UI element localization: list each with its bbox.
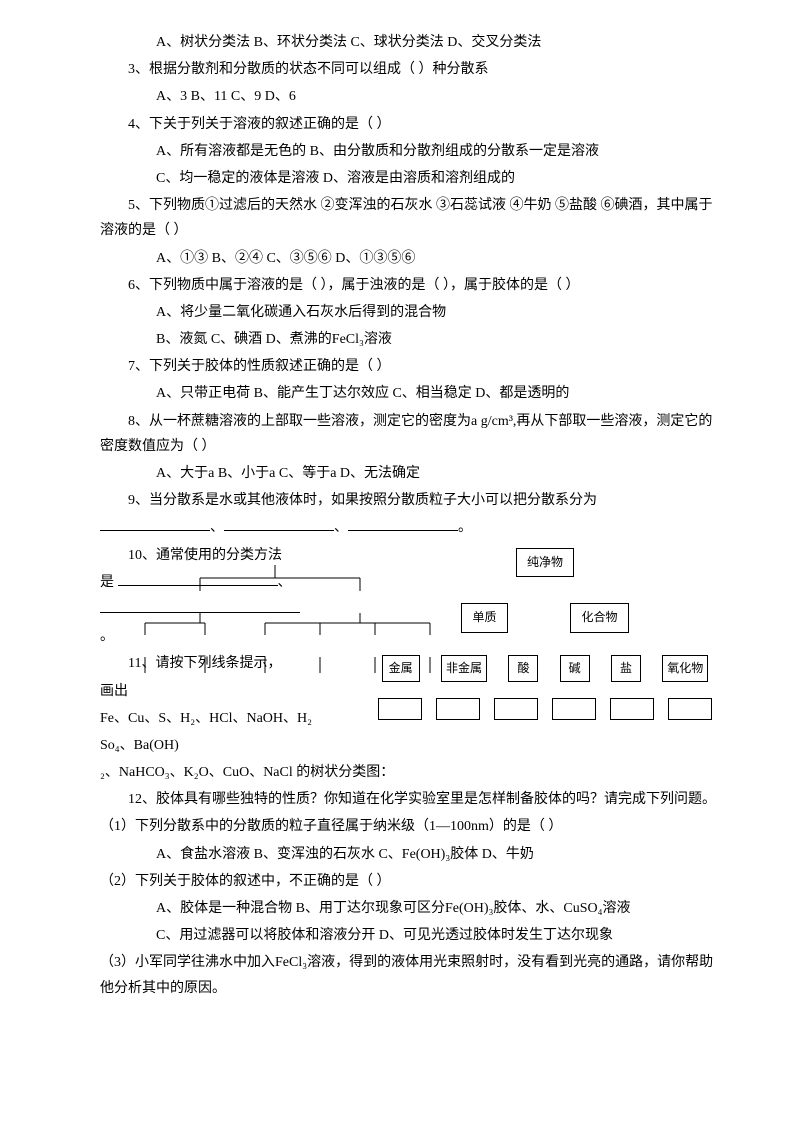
tree-node-yanghuawu: 氧化物: [662, 655, 708, 683]
q10-blanks: 是 、: [100, 570, 360, 595]
tree-empty-box: [494, 698, 538, 720]
q10-period: 。: [100, 624, 360, 649]
pause-1: 、: [210, 520, 224, 535]
q10-shi: 是: [100, 575, 114, 590]
blank-field: [100, 599, 300, 613]
tree-empty-box: [436, 698, 480, 720]
q12-1-opts: A、食盐水溶液 B、变浑浊的石灰水 C、Fe(OH)₃胶体 D、牛奶: [100, 842, 720, 867]
tree-row-3: 金属 非金属 酸 碱 盐 氧化物: [370, 655, 720, 683]
q11-prefix: 11、请按下列线条提示，: [100, 651, 360, 676]
q12-2: （2）下列关于胶体的叙述中，不正确的是（ ）: [100, 869, 720, 894]
tree-node-danzhi: 单质: [461, 603, 507, 633]
q12-2-opts2: C、用过滤器可以将胶体和溶液分开 D、可见光透过胶体时发生丁达尔现象: [100, 923, 720, 948]
q10-text: 10、通常使用的分类方法: [100, 543, 360, 568]
tree-node-jian: 碱: [560, 655, 590, 683]
period-1: 。: [458, 520, 472, 535]
q10-left-text: 10、通常使用的分类方法 是 、 。 11、请按下列线条提示， 画出 Fe、Cu…: [100, 543, 360, 761]
q7-options: A、只带正电荷 B、能产生丁达尔效应 C、相当稳定 D、都是透明的: [100, 381, 720, 406]
tree-empty-box: [378, 698, 422, 720]
blank-field: [348, 517, 458, 531]
tree-row-4: [370, 698, 720, 720]
tree-row-2: 单质 化合物: [370, 603, 720, 633]
tree-node-huahewu: 化合物: [570, 603, 628, 633]
q10-q11-section: 10、通常使用的分类方法 是 、 。 11、请按下列线条提示， 画出 Fe、Cu…: [100, 543, 720, 761]
q12-1: （1）下列分散系中的分散质的粒子直径属于纳米级（1—100nm）的是（ ）: [100, 814, 720, 839]
blank-field: [100, 517, 210, 531]
q6-text: 6、下列物质中属于溶液的是（ ），属于浊液的是（ ），属于胶体的是（ ）: [100, 273, 720, 298]
q11-draw: 画出: [100, 679, 360, 704]
tree-node-jinshu: 金属: [382, 655, 420, 683]
q2-options: A、树状分类法 B、环状分类法 C、球状分类法 D、交叉分类法: [100, 30, 720, 55]
q7-text: 7、下列关于胶体的性质叙述正确的是（ ）: [100, 354, 720, 379]
blank-field: [118, 572, 278, 586]
q4-opt1: A、所有溶液都是无色的 B、由分散质和分散剂组成的分散系一定是溶液: [100, 139, 720, 164]
q6-opt1: A、将少量二氧化碳通入石灰水后得到的混合物: [100, 300, 720, 325]
q3-options: A、3 B、11 C、9 D、6: [100, 84, 720, 109]
tree-empty-box: [552, 698, 596, 720]
tree-empty-box: [668, 698, 712, 720]
q11-compounds3: ₂、NaHCO₃、K₂O、CuO、NaCl 的树状分类图：: [100, 760, 720, 785]
blank-field: [224, 517, 334, 531]
q4-opt2: C、均一稳定的液体是溶液 D、溶液是由溶质和溶剂组成的: [100, 166, 720, 191]
q5-options: A、①③ B、②④ C、③⑤⑥ D、①③⑤⑥: [100, 246, 720, 271]
q9-text: 9、当分散系是水或其他液体时，如果按照分散质粒子大小可以把分散系分为: [100, 488, 720, 513]
q11-compounds2: So₄、Ba(OH): [100, 733, 360, 758]
q8-text: 8、从一杯蔗糖溶液的上部取一些溶液，测定它的密度为a g/cm³,再从下部取一些…: [100, 409, 720, 459]
q4-text: 4、下关于列关于溶液的叙述正确的是（ ）: [100, 112, 720, 137]
q12-2-opts1: A、胶体是一种混合物 B、用丁达尔现象可区分Fe(OH)₃胶体、水、CuSO₄溶…: [100, 896, 720, 921]
q12-3: （3）小军同学往沸水中加入FeCl₃溶液，得到的液体用光束照射时，没有看到光亮的…: [100, 950, 720, 1000]
q10-blanks2: [100, 597, 360, 622]
q9-blanks: 、 、 。: [100, 515, 720, 540]
tree-empty-box: [610, 698, 654, 720]
tree-node-root: 纯净物: [516, 548, 574, 578]
q3-text: 3、根据分散剂和分散质的状态不同可以组成（ ）种分散系: [100, 57, 720, 82]
pause-3: 、: [278, 575, 292, 590]
tree-node-yan: 盐: [611, 655, 641, 683]
q12-text: 12、胶体具有哪些独特的性质？你知道在化学实验室里是怎样制备胶体的吗？请完成下列…: [100, 787, 720, 812]
q8-options: A、大于a B、小于a C、等于a D、无法确定: [100, 461, 720, 486]
pause-2: 、: [334, 520, 348, 535]
q5-text: 5、下列物质①过滤后的天然水 ②变浑浊的石灰水 ③石蕊试液 ④牛奶 ⑤盐酸 ⑥碘…: [100, 193, 720, 243]
tree-diagram: 纯净物 单质 化合物 金属 非金属 酸 碱 盐 氧化物: [370, 548, 720, 721]
q11-compounds1: Fe、Cu、S、H₂、HCl、NaOH、H₂: [100, 706, 360, 731]
tree-node-suan: 酸: [508, 655, 538, 683]
tree-node-feijinshu: 非金属: [441, 655, 487, 683]
q6-opt2: B、液氮 C、碘酒 D、煮沸的FeCl₃溶液: [100, 327, 720, 352]
tree-row-1: 纯净物: [370, 548, 720, 578]
